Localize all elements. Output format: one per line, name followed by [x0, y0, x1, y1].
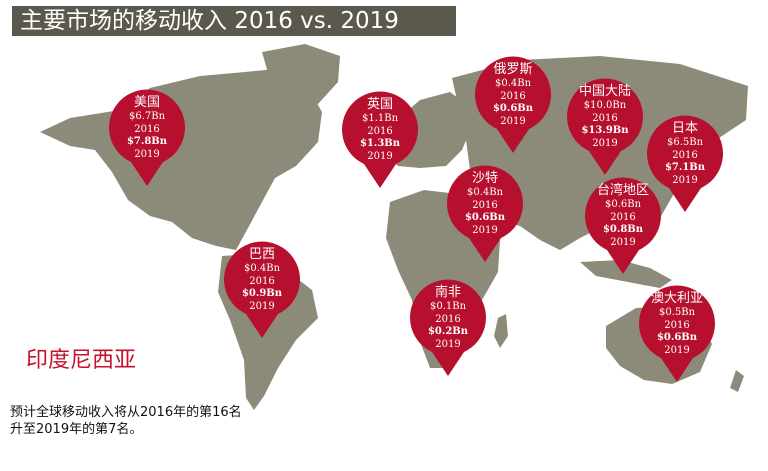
- year-2019: 2019: [435, 338, 461, 350]
- market-name: 巴西: [248, 247, 275, 262]
- market-pin-australia: 澳大利亚 $0.5Bn 2016 $0.6Bn 2019: [635, 284, 719, 384]
- year-2016: 2016: [249, 275, 275, 287]
- new-zealand-shape: [730, 370, 744, 392]
- value-2019: $0.9Bn: [241, 288, 283, 299]
- year-2016: 2016: [367, 125, 393, 137]
- market-pin-brazil: 巴西 $0.4Bn 2016 $0.9Bn 2019: [220, 240, 304, 340]
- year-2019: 2019: [672, 174, 698, 186]
- market-pin-russia: 俄罗斯 $0.4Bn 2016 $0.6Bn 2019: [471, 55, 555, 155]
- value-2016: $6.5Bn: [666, 137, 704, 148]
- year-2019: 2019: [592, 137, 618, 149]
- value-2016: $0.4Bn: [494, 78, 532, 89]
- market-name: 中国大陆: [578, 84, 631, 99]
- year-2019: 2019: [367, 150, 393, 162]
- year-2016: 2016: [134, 123, 160, 135]
- year-2016: 2016: [435, 313, 461, 325]
- market-name: 美国: [133, 95, 160, 110]
- page-title: 主要市场的移动收入 2016 vs. 2019: [12, 6, 456, 36]
- market-name: 台湾地区: [596, 183, 649, 198]
- year-2016: 2016: [592, 112, 618, 124]
- market-pin-china: 中国大陆 $10.0Bn 2016 $13.9Bn 2019: [563, 77, 647, 177]
- market-name: 南非: [434, 285, 461, 300]
- market-name: 日本: [671, 121, 698, 136]
- year-2019: 2019: [500, 115, 526, 127]
- value-2019: $0.6Bn: [656, 332, 698, 343]
- value-2019: $0.2Bn: [427, 326, 469, 337]
- market-name: 英国: [366, 97, 393, 112]
- year-2019: 2019: [249, 300, 275, 312]
- year-2019: 2019: [472, 224, 498, 236]
- value-2019: $7.1Bn: [664, 162, 706, 173]
- market-pin-taiwan: 台湾地区 $0.6Bn 2016 $0.8Bn 2019: [581, 176, 665, 276]
- year-2016: 2016: [672, 149, 698, 161]
- value-2016: $0.4Bn: [466, 187, 504, 198]
- value-2016: $6.7Bn: [128, 111, 166, 122]
- year-2016: 2016: [610, 211, 636, 223]
- value-2016: $1.1Bn: [361, 113, 399, 124]
- greenland-shape: [262, 44, 340, 104]
- value-2019: $1.3Bn: [359, 138, 401, 149]
- value-2016: $0.6Bn: [604, 199, 642, 210]
- year-2016: 2016: [472, 199, 498, 211]
- madagascar-shape: [494, 314, 508, 348]
- market-pin-saudi: 沙特 $0.4Bn 2016 $0.6Bn 2019: [443, 164, 527, 264]
- value-2019: $0.8Bn: [602, 224, 644, 235]
- market-name: 沙特: [471, 171, 498, 186]
- market-name: 俄罗斯: [493, 62, 533, 77]
- year-2016: 2016: [500, 90, 526, 102]
- year-2019: 2019: [610, 236, 636, 248]
- value-2016: $0.5Bn: [658, 307, 696, 318]
- year-2019: 2019: [134, 148, 160, 160]
- value-2019: $13.9Bn: [581, 125, 629, 136]
- market-pin-us: 美国 $6.7Bn 2016 $7.8Bn 2019: [105, 88, 189, 188]
- value-2019: $7.8Bn: [126, 136, 168, 147]
- value-2016: $0.4Bn: [243, 263, 281, 274]
- value-2019: $0.6Bn: [492, 103, 534, 114]
- value-2019: $0.6Bn: [464, 212, 506, 223]
- market-pin-uk: 英国 $1.1Bn 2016 $1.3Bn 2019: [338, 90, 422, 190]
- value-2016: $0.1Bn: [429, 301, 467, 312]
- north-america-shape: [40, 68, 322, 250]
- footnote: 预计全球移动收入将从2016年的第16名升至2019年的第7名。: [10, 405, 242, 437]
- highlight-market-label: 印度尼西亚: [26, 348, 137, 373]
- southeast-asia-islands-shape: [580, 260, 672, 288]
- year-2019: 2019: [664, 344, 690, 356]
- market-pin-japan: 日本 $6.5Bn 2016 $7.1Bn 2019: [643, 114, 727, 214]
- market-pin-south-africa: 南非 $0.1Bn 2016 $0.2Bn 2019: [406, 278, 490, 378]
- value-2016: $10.0Bn: [583, 100, 627, 111]
- year-2016: 2016: [664, 319, 690, 331]
- market-name: 澳大利亚: [650, 291, 703, 306]
